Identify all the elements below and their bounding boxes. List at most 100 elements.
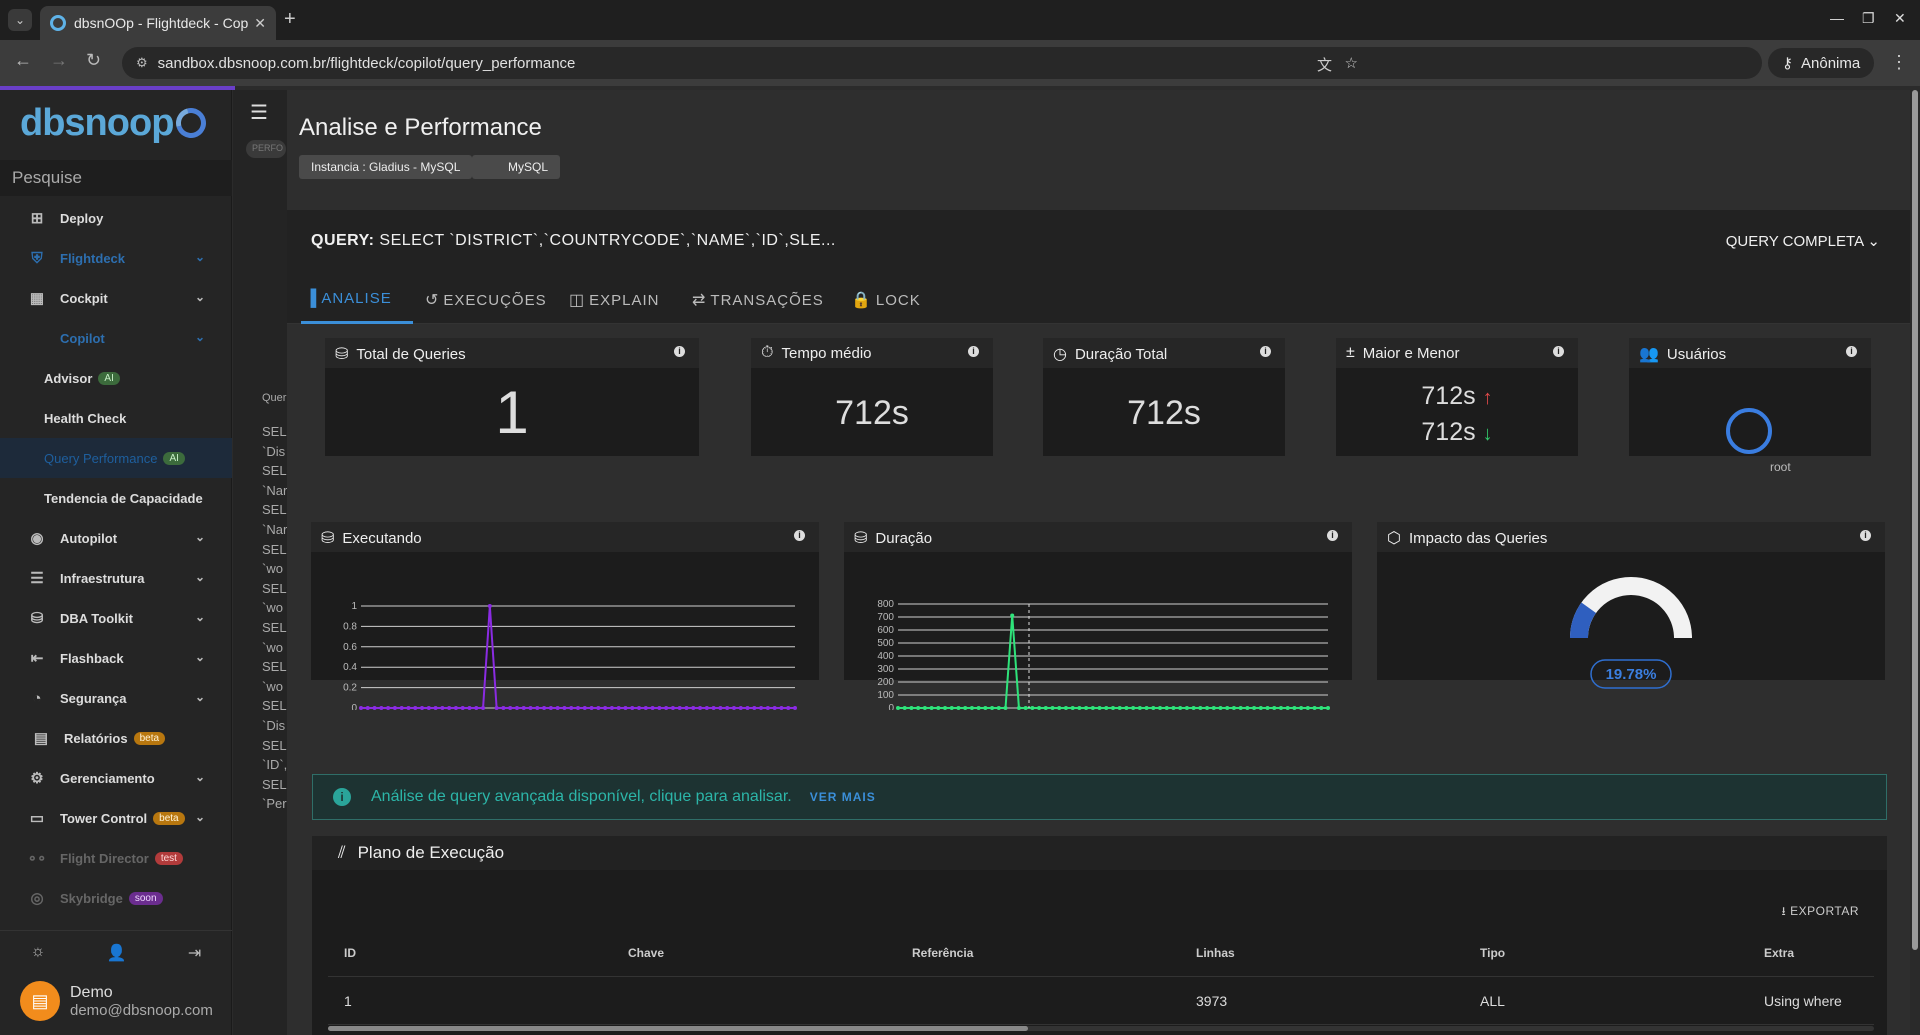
table-row[interactable]: 1 3973 ALL Using where — [328, 977, 1874, 1025]
chevron-down-icon: ⌄ — [195, 250, 206, 264]
sidebar-item-autopilot[interactable]: ◉ Autopilot ⌄ — [0, 518, 232, 558]
data-point — [460, 706, 465, 710]
sidebar-item-gerenciamento[interactable]: ⚙ Gerenciamento ⌄ — [0, 758, 232, 798]
browser-menu-icon[interactable]: ⋮ — [1890, 52, 1908, 72]
data-point — [494, 706, 499, 710]
sidebar-item-flashback[interactable]: ⇤ Flashback ⌄ — [0, 638, 232, 678]
chevron-down-icon: ⌄ — [195, 610, 206, 624]
sidebar-item-skybridge[interactable]: ◎ Skybridge soon — [0, 878, 232, 918]
back-icon[interactable]: ← — [14, 50, 32, 70]
tab-search-dropdown[interactable]: ⌄ — [8, 9, 32, 31]
data-point — [1245, 706, 1250, 710]
database-icon: ⛁ — [335, 346, 349, 363]
scrollbar-thumb[interactable] — [328, 1026, 1028, 1031]
sidebar-item-advisor[interactable]: Advisor AI — [0, 358, 232, 398]
sidebar-item-query-performance[interactable]: Query Performance AI — [0, 438, 232, 478]
duracao-chart[interactable]: 8007006005004003002001000julho de 2025 1… — [844, 552, 1352, 710]
sidebar-item-tendencia[interactable]: Tendencia de Capacidade — [0, 478, 232, 518]
info-icon[interactable]: i — [968, 346, 979, 357]
chevron-down-icon: ⌄ — [195, 530, 206, 544]
info-icon[interactable]: i — [1327, 530, 1338, 541]
sidebar-item-infraestrutura[interactable]: ☰ Infraestrutura ⌄ — [0, 558, 232, 598]
browser-tab[interactable]: dbsnOOp - Flightdeck - Copilot ✕ — [40, 6, 276, 40]
new-tab-icon[interactable]: + — [284, 8, 296, 30]
horizontal-scrollbar[interactable] — [328, 1026, 1874, 1031]
sidebar-item-flight-director[interactable]: ∘∘ Flight Director test — [0, 838, 232, 878]
sidebar-item-cockpit[interactable]: ▦ Cockpit ⌄ — [0, 278, 232, 318]
profile-icon[interactable]: 👤 — [106, 945, 127, 962]
vertical-scrollbar[interactable] — [1910, 90, 1920, 1035]
tab-analise[interactable]: ▐ ANALISE — [301, 276, 413, 324]
tab-execucoes[interactable]: ↺ EXECUÇÕES — [425, 276, 547, 324]
logout-icon[interactable]: ⇥ — [187, 945, 202, 962]
data-point — [996, 706, 1001, 710]
data-point — [1151, 706, 1156, 710]
sidebar-item-relatorios[interactable]: ▤ Relatórios beta — [0, 718, 232, 758]
data-point — [691, 706, 696, 710]
data-point — [664, 706, 669, 710]
tab-transacoes[interactable]: ⇄ TRANSAÇÕES — [692, 276, 824, 324]
executando-chart[interactable]: 10.80.60.40.20julho de 2025 15:211 de ju… — [311, 552, 819, 710]
query-full-button[interactable]: QUERY COMPLETA ⌄ — [1726, 232, 1880, 250]
sidebar-item-copilot[interactable]: Copilot ⌄ — [0, 318, 232, 358]
main-content: Analise e Performance Instancia : Gladiu… — [287, 90, 1910, 1035]
user-bubble[interactable] — [1726, 408, 1772, 454]
user-card[interactable]: ▤ Demo demo@dbsnoop.com — [20, 981, 213, 1021]
scrollbar-thumb[interactable] — [1912, 90, 1918, 950]
sidebar-item-seguranca[interactable]: ◔ Segurança ⌄ — [0, 678, 232, 718]
min-value-row: 712s ↓ — [1336, 418, 1578, 447]
restore-icon[interactable]: ❐ — [1862, 10, 1875, 26]
minimize-icon[interactable]: — — [1830, 10, 1844, 26]
translate-icon[interactable]: 文 — [1316, 57, 1332, 74]
impacto-gauge[interactable]: 19.78% — [1377, 552, 1885, 710]
reload-icon[interactable]: ↻ — [86, 50, 102, 70]
bookmark-star-icon[interactable]: ☆ — [1344, 55, 1358, 72]
strip-row-text: `Nar — [262, 522, 288, 537]
data-point — [413, 706, 418, 710]
sidebar-item-flightdeck[interactable]: ⛨ Flightdeck ⌄ — [0, 238, 232, 278]
report-icon: ▤ — [33, 730, 49, 747]
strip-row-text: `wo — [262, 678, 283, 694]
logo[interactable]: dbsnoop — [20, 102, 174, 144]
info-icon[interactable]: i — [674, 346, 685, 357]
instance-chip[interactable]: Instancia : Gladius - MySQL — [299, 155, 473, 179]
theme-toggle-icon[interactable]: ☼ — [30, 943, 46, 960]
sidebar-footer: ☼ 👤 ⇥ ▤ Demo demo@dbsnoop.com — [0, 930, 232, 1035]
strip-row-text: SEL — [262, 541, 287, 557]
info-icon[interactable]: i — [1860, 530, 1871, 541]
sidebar-item-health-check[interactable]: Health Check — [0, 398, 232, 438]
db-type-chip[interactable]: MySQL — [472, 155, 561, 179]
sidebar-item-deploy[interactable]: ⊞ Deploy — [0, 198, 232, 238]
favicon-icon — [50, 15, 66, 31]
info-icon[interactable]: i — [1553, 346, 1564, 357]
card-title: Total de Queries — [356, 345, 466, 363]
info-icon[interactable]: i — [1846, 346, 1857, 357]
close-tab-icon[interactable]: ✕ — [254, 14, 266, 31]
data-point — [1030, 706, 1035, 710]
search-input[interactable]: Pesquise — [0, 160, 232, 196]
url-field[interactable]: ⚙ sandbox.dbsnoop.com.br/flightdeck/copi… — [122, 47, 1762, 79]
info-icon[interactable]: i — [1260, 346, 1271, 357]
data-point — [1285, 706, 1290, 710]
tab-explain[interactable]: ◫ EXPLAIN — [569, 276, 660, 324]
hamburger-menu-icon[interactable]: ☰ — [250, 102, 268, 124]
data-point — [949, 706, 954, 710]
info-icon[interactable]: i — [794, 530, 805, 541]
data-point — [1090, 706, 1095, 710]
site-info-icon[interactable]: ⚙ — [136, 55, 148, 70]
forward-icon[interactable]: → — [50, 50, 68, 70]
chevron-down-icon: ⌄ — [195, 810, 206, 824]
ver-mais-link[interactable]: VER MAIS — [809, 790, 876, 804]
data-point — [650, 706, 655, 710]
data-point — [983, 706, 988, 710]
incognito-button[interactable]: ⚷ Anônima — [1768, 48, 1875, 78]
data-point — [738, 706, 743, 710]
export-button[interactable]: ⭳ EXPORTAR — [1782, 902, 1859, 923]
min-value: 712s — [1421, 418, 1476, 446]
sidebar-item-dba-toolkit[interactable]: ⛁ DBA Toolkit ⌄ — [0, 598, 232, 638]
tab-lock[interactable]: 🔒 LOCK — [851, 276, 921, 324]
close-window-icon[interactable]: ✕ — [1894, 10, 1906, 26]
sidebar-item-tower-control[interactable]: ▭ Tower Control beta ⌄ — [0, 798, 232, 838]
data-point — [1137, 706, 1142, 710]
data-point — [420, 706, 425, 710]
